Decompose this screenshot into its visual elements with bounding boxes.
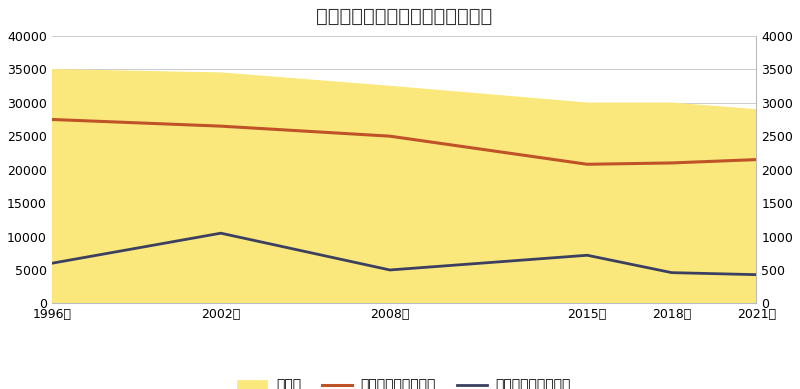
Title: 小・中学校におけるプール施設数: 小・中学校におけるプール施設数 <box>316 7 492 26</box>
Legend: 学校数, 屋外プール（左軸）, 屋内プール（右軸）: 学校数, 屋外プール（左軸）, 屋内プール（右軸） <box>231 373 577 389</box>
